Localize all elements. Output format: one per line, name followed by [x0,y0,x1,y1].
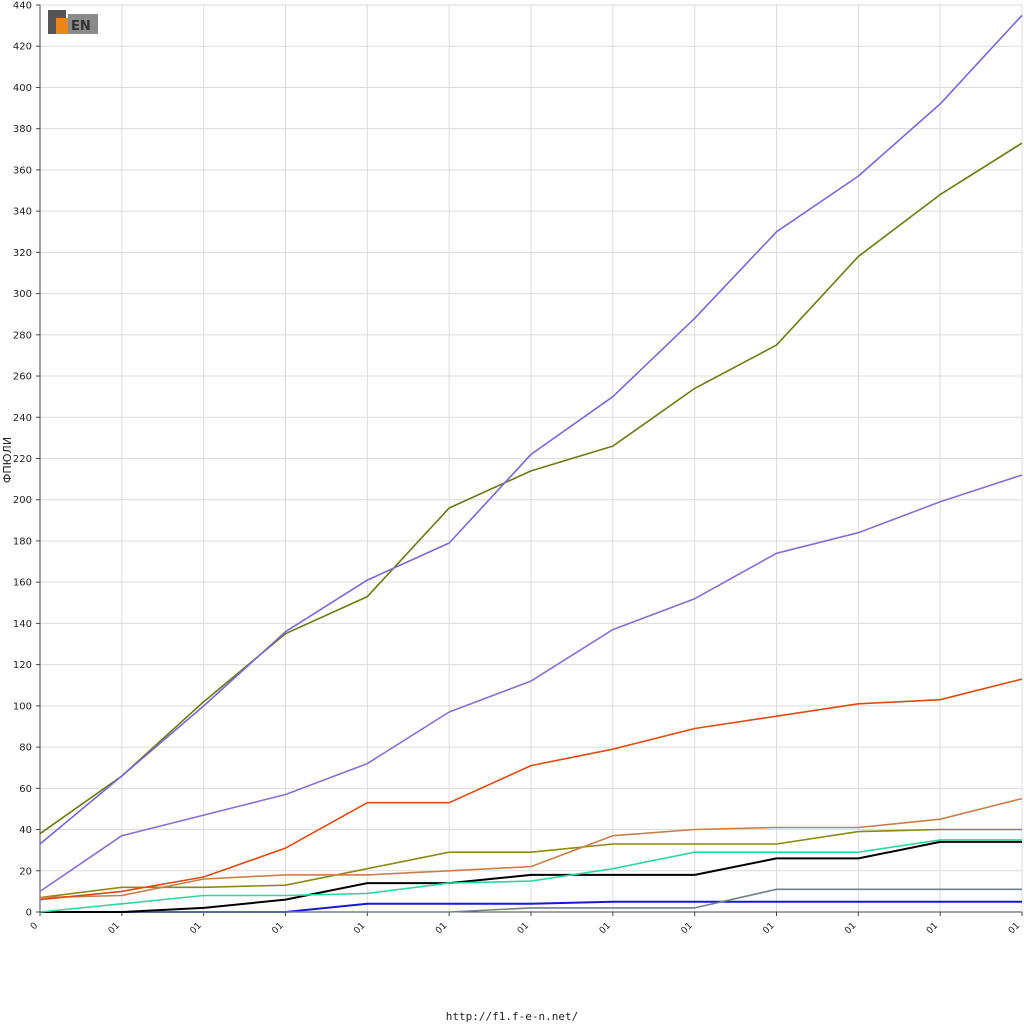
x-tick-label: 01 [434,921,449,936]
series-lines [39,14,1023,913]
x-tick-label: 0 [29,921,40,932]
series-line-9 [40,888,1022,913]
y-tick-label: 60 [19,784,32,795]
y-tick-label: 140 [13,619,32,630]
y-axis-ticks: 0 20 40 60 80 100 120 140 160 180 200 220 240 260 280 3… [13,1,40,919]
line-chart: 0 20 40 60 80 100 120 140 160 180 200 220 240 260 280 3… [1,1,1023,936]
y-tick-label: 440 [13,1,32,12]
series-line-6 [39,828,1022,899]
y-tick-label: 400 [13,83,32,94]
y-tick-label: 260 [13,372,32,383]
series-line-2 [39,142,1023,835]
y-tick-label: 120 [13,660,32,671]
x-tick-label: 01 [761,921,776,936]
y-tick-label: 340 [13,207,32,218]
y-tick-label: 220 [13,454,32,465]
x-tick-label: 01 [107,921,122,936]
series-line-5 [39,797,1023,899]
y-tick-label: 20 [19,866,32,877]
y-tick-label: 420 [13,42,32,53]
y-tick-label: 0 [26,908,32,919]
y-axis-label: ФПЮЛИ [1,437,14,483]
y-tick-label: 380 [13,124,32,135]
series-line-7 [39,839,1022,913]
x-tick-label: 01 [843,921,858,936]
series-line-4 [39,678,1023,901]
series-line-3 [39,474,1023,893]
x-tick-label: 01 [352,921,367,936]
x-tick-label: 01 [680,921,695,936]
y-tick-label: 160 [13,578,32,589]
x-tick-label: 01 [598,921,613,936]
logo-mark: EN [48,10,98,34]
x-tick-label: 01 [189,921,204,936]
footer-url: http://f1.f-e-n.net/ [445,1010,579,1023]
grid [40,4,1023,913]
y-tick-label: 200 [13,495,32,506]
x-tick-label: 01 [925,921,940,936]
y-tick-label: 180 [13,536,32,547]
y-tick-label: 280 [13,330,32,341]
y-tick-label: 360 [13,165,32,176]
x-tick-label: 01 [270,921,285,936]
y-tick-label: 320 [13,248,32,259]
y-tick-label: 80 [19,743,32,754]
y-tick-label: 100 [13,701,32,712]
x-axis-ticks: 0 01 01 01 01 01 01 01 01 01 01 01 01 [29,912,1023,936]
series-line-1 [39,14,1023,845]
series-line-8 [40,840,1022,913]
y-tick-label: 240 [13,413,32,424]
x-tick-label: 01 [1007,921,1022,936]
y-tick-label: 40 [19,825,32,836]
svg-text:EN: EN [71,19,91,34]
logo: EN [48,8,100,36]
y-tick-label: 300 [13,289,32,300]
x-tick-label: 01 [516,921,531,936]
